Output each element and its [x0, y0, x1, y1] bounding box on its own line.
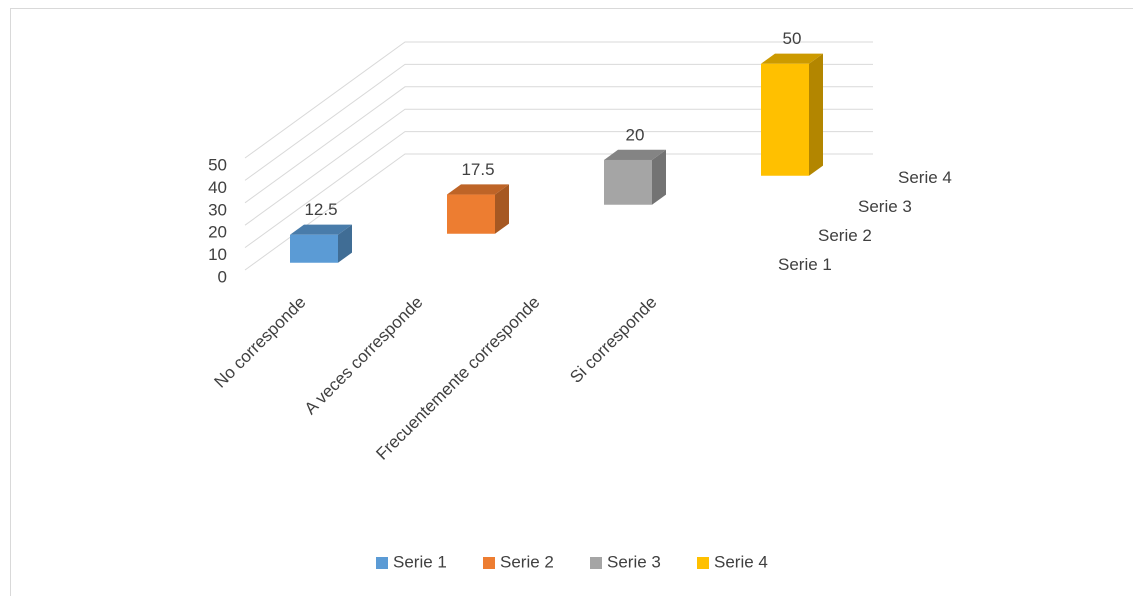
depth-label: Serie 1	[778, 255, 832, 274]
bar-side	[338, 224, 352, 263]
legend-swatch	[590, 557, 602, 569]
bar-side	[652, 149, 666, 205]
legend-label: Serie 4	[714, 552, 768, 571]
bar-top	[447, 184, 509, 195]
x-tick-label: No corresponde	[211, 293, 310, 392]
grid-line	[244, 86, 873, 204]
grid-line	[244, 63, 873, 181]
data-label: 20	[626, 125, 645, 144]
bar	[604, 159, 652, 205]
y-tick-label: 40	[208, 178, 227, 197]
depth-label: Serie 2	[818, 226, 872, 245]
legend-label: Serie 3	[607, 552, 661, 571]
x-tick-label: Si corresponde	[566, 293, 660, 387]
bar-top	[290, 224, 352, 235]
y-tick-label: 10	[208, 245, 227, 264]
bar-top	[761, 53, 823, 64]
bar-side	[495, 184, 509, 234]
grid-line	[244, 131, 873, 249]
data-label: 12.5	[304, 200, 337, 219]
depth-label: Serie 4	[898, 168, 952, 187]
depth-label: Serie 3	[858, 197, 912, 216]
y-tick-label: 30	[208, 200, 227, 219]
y-tick-label: 0	[218, 267, 227, 286]
y-tick-label: 20	[208, 223, 227, 242]
y-tick-label: 50	[208, 155, 227, 174]
legend-swatch	[376, 557, 388, 569]
bar-top	[604, 149, 666, 160]
data-label: 50	[783, 29, 802, 48]
bar	[290, 234, 338, 263]
chart-border	[10, 8, 1133, 596]
legend-swatch	[483, 557, 495, 569]
legend-label: Serie 2	[500, 552, 554, 571]
grid-line	[244, 108, 873, 226]
data-label: 17.5	[461, 160, 494, 179]
bar-side	[809, 53, 823, 176]
x-tick-label: A veces corresponde	[301, 293, 427, 419]
bar	[447, 194, 495, 234]
legend-swatch	[697, 557, 709, 569]
bar	[761, 63, 809, 176]
legend-label: Serie 1	[393, 552, 447, 571]
grid-line	[244, 41, 873, 159]
